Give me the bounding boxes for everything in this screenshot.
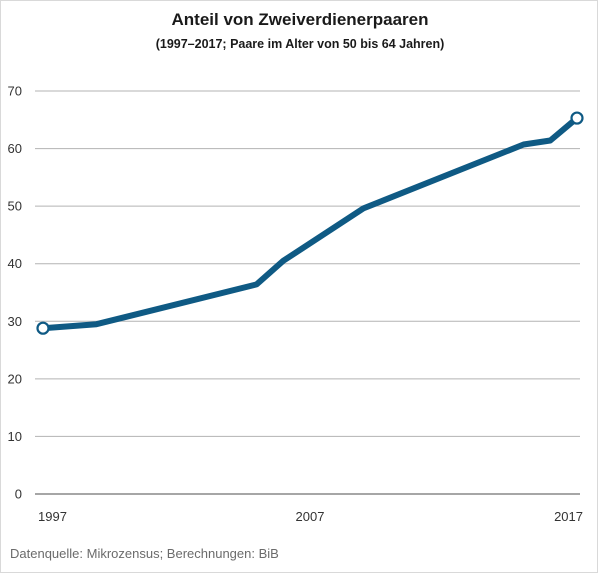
y-tick-label: 70	[8, 84, 22, 99]
y-tick-label: 60	[8, 141, 22, 156]
grid-lines	[35, 90, 580, 495]
y-tick-label: 50	[8, 199, 22, 214]
x-tick-label: 2007	[296, 509, 325, 524]
y-tick-label: 20	[8, 371, 22, 386]
data-point-marker	[570, 111, 584, 125]
y-tick-label: 0	[15, 487, 22, 502]
x-tick-label: 2017	[554, 509, 583, 524]
chart-subtitle: (1997–2017; Paare im Alter von 50 bis 64…	[155, 37, 445, 51]
x-tick-label: 1997	[38, 509, 67, 524]
y-tick-label: 10	[8, 429, 22, 444]
y-tick-label: 30	[8, 314, 22, 329]
y-axis-ticks: 0 10 20 30 40 50 60 70	[8, 84, 22, 502]
y-tick-label: 40	[8, 256, 22, 271]
series-line	[40, 115, 580, 332]
chart-title: Anteil von Zweiverdienerpaaren	[171, 10, 429, 29]
data-point-marker	[36, 321, 50, 335]
x-axis-ticks: 1997 2007 2017	[38, 509, 583, 524]
data-source-note: Datenquelle: Mikrozensus; Berechnungen: …	[10, 546, 279, 561]
series-layer	[36, 111, 584, 335]
